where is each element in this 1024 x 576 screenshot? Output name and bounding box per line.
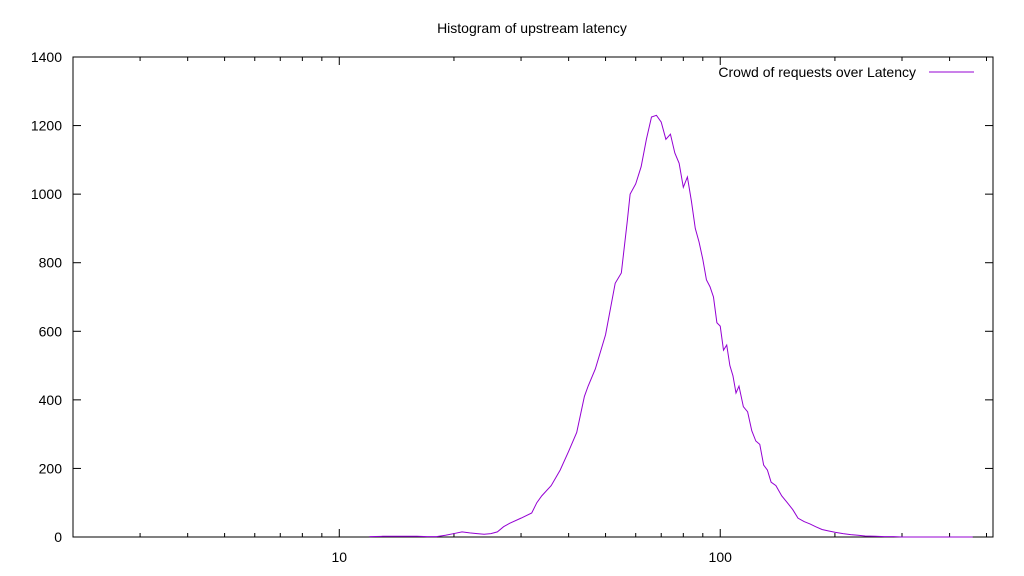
x-tick-label: 10 (331, 549, 347, 565)
y-tick-label: 0 (54, 529, 62, 545)
series-line-latency (369, 114, 973, 538)
legend-label: Crowd of requests over Latency (718, 64, 916, 80)
y-tick-label: 200 (39, 460, 63, 476)
y-tick-label: 800 (39, 255, 63, 271)
y-tick-label: 1000 (31, 186, 62, 202)
y-tick-label: 400 (39, 392, 63, 408)
y-tick-label: 1200 (31, 118, 62, 134)
x-tick-label: 100 (709, 549, 733, 565)
y-tick-label: 600 (39, 323, 63, 339)
chart-title: Histogram of upstream latency (437, 20, 627, 36)
legend: Crowd of requests over Latency (718, 64, 974, 80)
y-axis-ticks: 0 200 400 600 800 1000 1200 1400 (31, 49, 993, 545)
y-tick-label: 1400 (31, 49, 62, 65)
x-axis-ticks: 10 100 (72, 57, 988, 565)
plot-frame (72, 56, 994, 538)
